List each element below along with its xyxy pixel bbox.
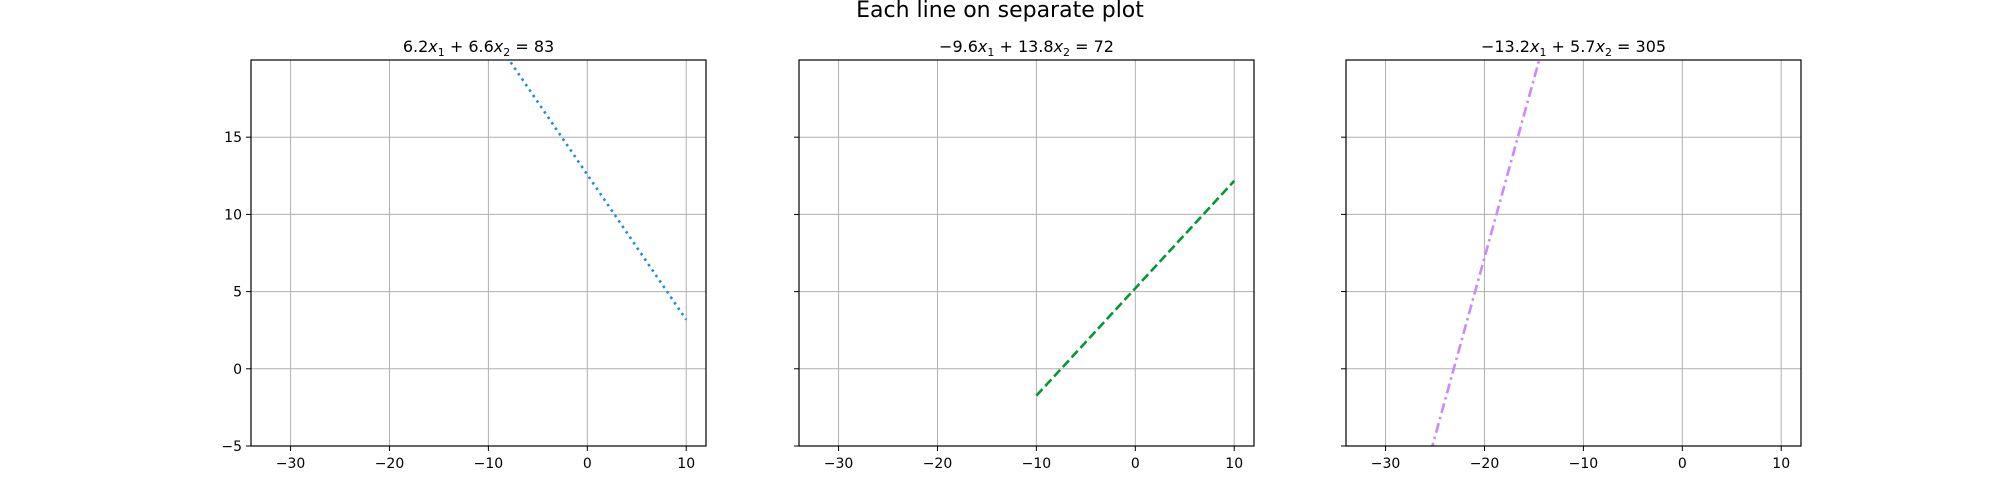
x-tick-label: 0 <box>1131 456 1140 472</box>
series-line <box>1431 60 1541 446</box>
subplot-title: −13.2x1 + 5.7x2 = 305 <box>1481 37 1666 59</box>
axes-frame <box>250 59 707 447</box>
title-part: 1 <box>1539 46 1546 59</box>
x-tick-label: −20 <box>375 456 405 472</box>
title-part: x <box>977 37 988 56</box>
title-part: + 13.8 <box>994 37 1053 56</box>
title-part: + 6.6 <box>445 37 494 56</box>
y-tick-label: 10 <box>224 207 242 223</box>
x-tick-label: 0 <box>1678 456 1687 472</box>
title-part: 2 <box>1063 46 1070 59</box>
figure-suptitle: Each line on separate plot <box>856 0 1144 23</box>
y-tick-label: 5 <box>233 285 242 301</box>
subplot-3: −30 −20 −10 0 10−13.2x1 + 5.7x2 = 305 <box>1341 37 1802 472</box>
x-tick-label: −30 <box>1371 456 1401 472</box>
x-tick-label: −30 <box>276 456 306 472</box>
x-tick-label: −10 <box>474 456 504 472</box>
subplot-title: −9.6x1 + 13.8x2 = 72 <box>939 37 1114 59</box>
y-tick-label: 0 <box>233 362 242 378</box>
title-part: −13.2 <box>1481 37 1530 56</box>
y-tick-label: 15 <box>224 130 242 146</box>
x-tick-label: −20 <box>1470 456 1500 472</box>
x-tick-label: 10 <box>1772 456 1790 472</box>
axes-frame <box>1345 59 1802 447</box>
title-part: 2 <box>503 46 510 59</box>
title-part: x <box>1053 37 1064 56</box>
title-part: 1 <box>438 46 445 59</box>
x-tick-label: 10 <box>677 456 695 472</box>
series-line <box>1035 180 1236 397</box>
title-part: 2 <box>1605 46 1612 59</box>
title-part: 6.2 <box>403 37 428 56</box>
title-part: x <box>1529 37 1540 56</box>
title-part: −9.6 <box>939 37 978 56</box>
axes-frame <box>798 59 1255 447</box>
x-tick-label: −30 <box>824 456 854 472</box>
subplot-title: 6.2x1 + 6.6x2 = 83 <box>403 37 554 59</box>
title-part: + 5.7 <box>1546 37 1595 56</box>
x-tick-label: −20 <box>923 456 953 472</box>
x-tick-label: −10 <box>1022 456 1052 472</box>
title-part: x <box>427 37 438 56</box>
x-tick-label: 10 <box>1225 456 1243 472</box>
title-part: = 305 <box>1612 37 1666 56</box>
subplot-2: −30 −20 −10 0 10−9.6x1 + 13.8x2 = 72 <box>794 37 1255 472</box>
y-tick-label: −5 <box>221 439 242 455</box>
title-part: = 72 <box>1070 37 1114 56</box>
title-part: = 83 <box>510 37 554 56</box>
title-part: 1 <box>987 46 994 59</box>
title-part: x <box>1594 37 1605 56</box>
title-part: x <box>493 37 504 56</box>
series-line <box>507 60 688 321</box>
x-tick-label: 0 <box>583 456 592 472</box>
x-tick-label: −10 <box>1569 456 1599 472</box>
